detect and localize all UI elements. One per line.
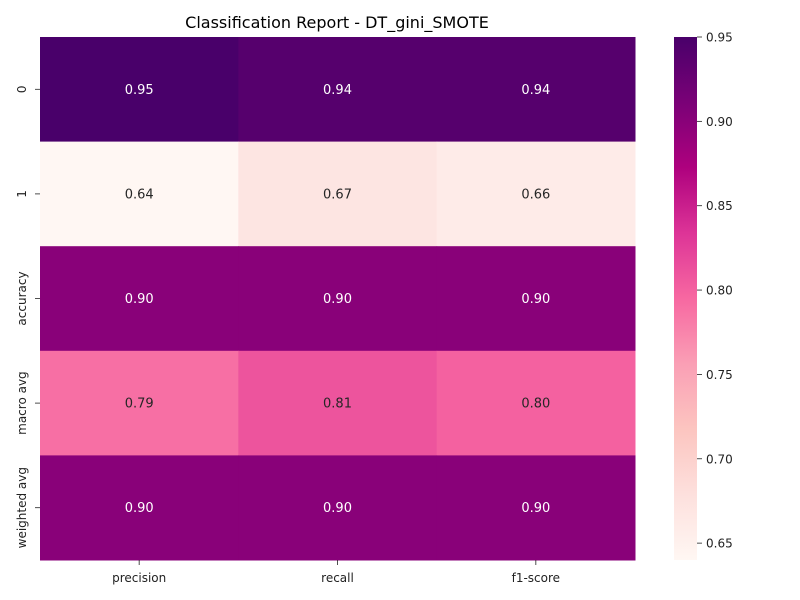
colorbar-tick-label: 0.85 [706, 199, 733, 213]
y-tick-label: macro avg [15, 371, 29, 435]
x-tick-label: f1-score [512, 571, 560, 585]
heatmap-cell [238, 246, 438, 352]
heatmap-cell [238, 141, 438, 247]
heatmap-cells: 0.95 0.94 0.94 0.64 0.67 0.66 0.90 0.90 0.90 0.79… [40, 37, 636, 561]
chart-title: Classification Report - DT_gini_SMOTE [185, 13, 489, 33]
cell-value-label: 0.90 [125, 292, 154, 307]
colorbar: 0.65 0.70 0.75 0.80 0.85 0.90 0.95 [674, 31, 733, 560]
heatmap-cell [238, 350, 438, 456]
heatmap-cell [436, 141, 636, 247]
heatmap-cell [40, 37, 239, 143]
y-tick-label: weighted avg [15, 467, 29, 548]
heatmap-cell [40, 350, 239, 456]
colorbar-tick-label: 0.80 [706, 284, 733, 298]
cell-value-label: 0.90 [521, 501, 550, 516]
x-tick-label: recall [321, 571, 354, 585]
x-axis: precision recall f1-score [112, 560, 560, 585]
cell-value-label: 0.79 [125, 397, 154, 412]
x-tick-label: precision [112, 571, 166, 585]
cell-value-label: 0.94 [323, 83, 352, 98]
cell-value-label: 0.90 [125, 501, 154, 516]
cell-value-label: 0.90 [323, 292, 352, 307]
colorbar-tick-label: 0.95 [706, 31, 733, 45]
colorbar-scale [674, 37, 697, 560]
cell-value-label: 0.90 [521, 292, 550, 307]
cell-value-label: 0.66 [521, 187, 550, 202]
colorbar-tick-label: 0.90 [706, 115, 733, 129]
y-tick-label: accuracy [15, 271, 29, 325]
heatmap-cell [436, 350, 636, 456]
heatmap-cell [238, 37, 438, 143]
cell-value-label: 0.64 [125, 187, 154, 202]
cell-value-label: 0.81 [323, 397, 352, 412]
heatmap-cell [436, 455, 636, 561]
heatmap-cell [436, 246, 636, 352]
colorbar-tick-label: 0.70 [706, 452, 733, 466]
cell-value-label: 0.67 [323, 187, 352, 202]
heatmap-cell [436, 37, 636, 143]
colorbar-tick-label: 0.65 [706, 537, 733, 551]
y-tick-label: 0 [15, 85, 29, 93]
heatmap-cell [40, 455, 239, 561]
cell-value-label: 0.90 [323, 501, 352, 516]
heatmap-cell [238, 455, 438, 561]
colorbar-tick-label: 0.75 [706, 368, 733, 382]
heatmap-cell [40, 246, 239, 352]
y-tick-label: 1 [15, 190, 29, 198]
cell-value-label: 0.80 [521, 397, 550, 412]
y-axis: 0 1 accuracy macro avg weighted avg [15, 85, 40, 548]
cell-value-label: 0.94 [521, 83, 550, 98]
heatmap-cell [40, 141, 239, 247]
cell-value-label: 0.95 [125, 83, 154, 98]
